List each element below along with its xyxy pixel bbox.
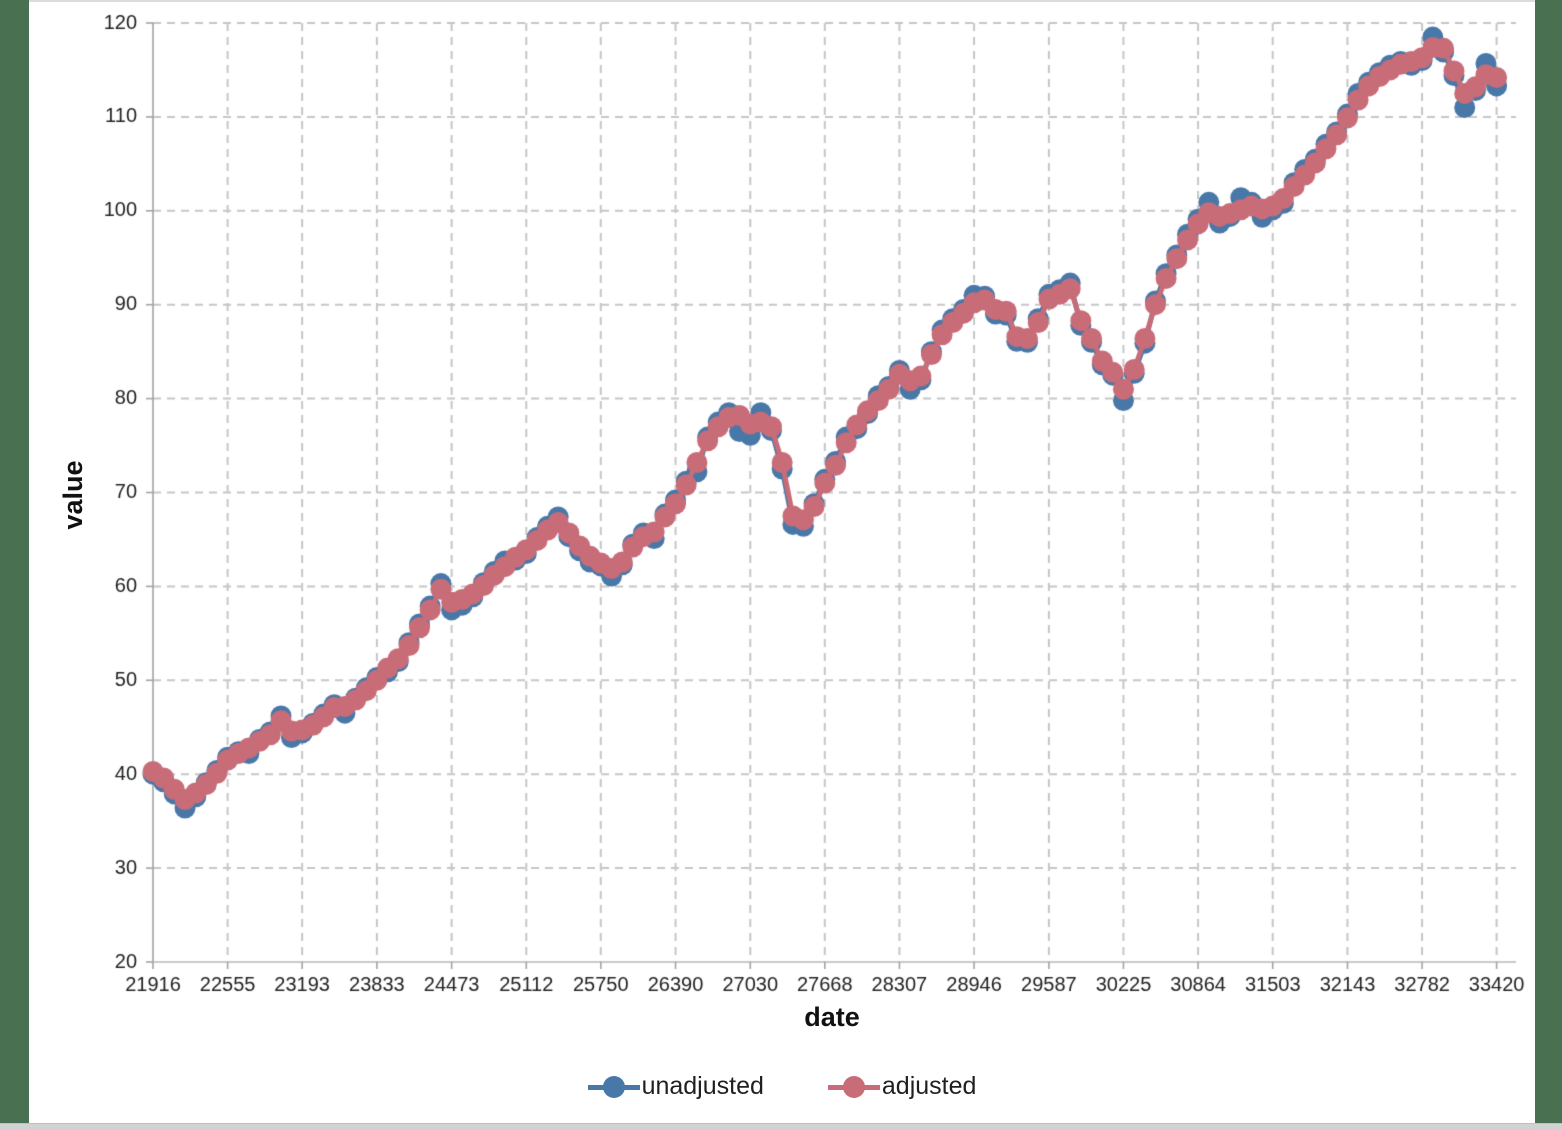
- legend-item-unadjusted[interactable]: unadjusted: [587, 1072, 764, 1101]
- unadjusted-dot-icon: [602, 1075, 625, 1098]
- legend-label-unadjusted: unadjusted: [641, 1072, 764, 1100]
- chart-plot-area: [29, 0, 1535, 1123]
- y-axis-title: value: [58, 460, 88, 530]
- x-axis-title: date: [804, 1002, 860, 1032]
- legend-label-adjusted: adjusted: [881, 1072, 977, 1100]
- legend-item-adjusted[interactable]: adjusted: [827, 1072, 977, 1101]
- legend: unadjusted adjusted: [29, 1072, 1535, 1101]
- window-border-left: [0, 0, 29, 1123]
- unadjusted-marker-icon: [587, 1075, 640, 1098]
- window-scrollbar-bottom[interactable]: [0, 1123, 1562, 1130]
- window-border-right: [1535, 0, 1562, 1123]
- adjusted-marker-icon: [827, 1075, 880, 1098]
- adjusted-dot-icon: [842, 1075, 865, 1098]
